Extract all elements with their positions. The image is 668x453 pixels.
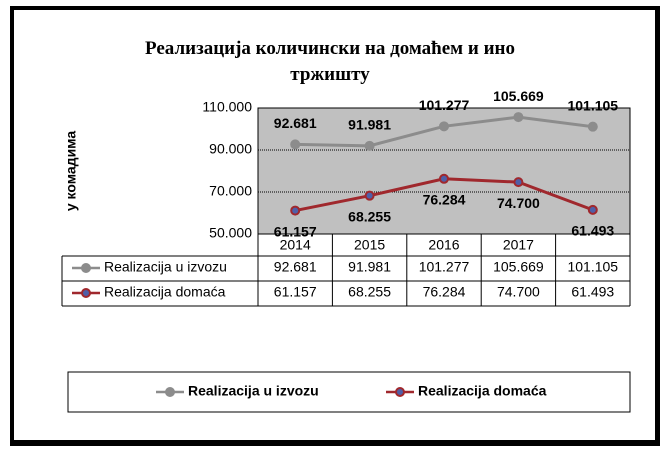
- y-tick-label: 90.000: [209, 141, 252, 157]
- x-tick-label: 2014: [280, 237, 311, 253]
- legend-label: Realizacija u izvozu: [188, 383, 319, 399]
- data-label: 92.681: [274, 115, 317, 131]
- data-point: [513, 177, 524, 188]
- data-point: [587, 204, 598, 215]
- data-label: 74.700: [497, 195, 540, 211]
- data-label: 61.157: [274, 223, 317, 239]
- table-cell: 105.669: [493, 259, 544, 275]
- table-cell: 76.284: [423, 284, 466, 300]
- table-row-label: Realizacija domaća: [104, 284, 226, 300]
- table-cell: 61.493: [571, 284, 614, 300]
- data-label: 68.255: [348, 208, 391, 224]
- x-tick-label: 2016: [428, 237, 459, 253]
- table-key-marker: [81, 288, 91, 298]
- data-point: [364, 190, 375, 201]
- data-label: 105.669: [493, 88, 544, 104]
- x-tick-label: 2015: [354, 237, 385, 253]
- data-label: 101.277: [419, 97, 470, 113]
- table-cell: 61.157: [274, 284, 317, 300]
- table-cell: 91.981: [348, 259, 391, 275]
- table-cell: 92.681: [274, 259, 317, 275]
- y-tick-label: 50.000: [209, 225, 252, 241]
- data-point: [290, 139, 301, 150]
- data-point: [587, 121, 598, 132]
- y-tick-label: 110.000: [202, 99, 252, 115]
- data-point: [439, 173, 449, 184]
- data-label: 91.981: [348, 117, 391, 133]
- legend-label: Realizacija domaća: [418, 383, 547, 399]
- data-label: 61.493: [571, 223, 614, 239]
- data-point: [439, 121, 449, 132]
- y-tick-label: 70.000: [209, 183, 252, 199]
- legend-key-marker: [165, 387, 175, 397]
- data-label: 101.105: [567, 97, 618, 113]
- table-row-label: Realizacija u izvozu: [104, 259, 227, 275]
- table-cell: 74.700: [497, 284, 540, 300]
- x-tick-label: 2017: [503, 237, 534, 253]
- chart-title: Реализација количински на домаћем и ино …: [145, 38, 515, 85]
- table-cell: 68.255: [348, 284, 391, 300]
- data-label: 76.284: [423, 192, 466, 208]
- table-cell: 101.277: [419, 259, 470, 275]
- data-point: [364, 140, 375, 151]
- table-cell: 101.105: [567, 259, 618, 275]
- y-axis-label: у комадима: [63, 131, 79, 211]
- table-key-marker: [81, 263, 91, 273]
- data-point: [513, 112, 524, 123]
- data-point: [290, 205, 301, 216]
- legend-key-marker: [395, 387, 405, 397]
